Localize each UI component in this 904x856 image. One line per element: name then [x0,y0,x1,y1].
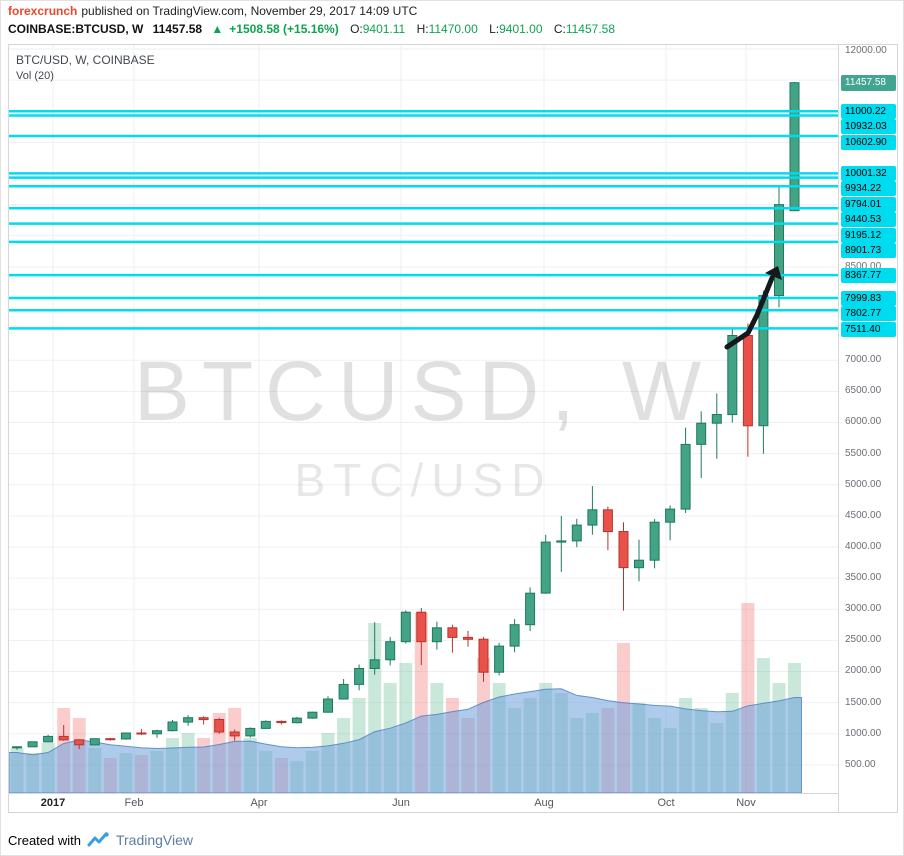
level-price-label: 7802.77 [841,306,896,321]
time-axis[interactable]: 2017 Feb Apr Jun Aug Oct Nov [9,793,897,812]
tradingview-logo-icon[interactable] [87,831,110,849]
high-label: H: [416,22,429,36]
price-plot[interactable] [9,45,838,793]
chart-legend-symbol[interactable]: BTC/USD, W, COINBASE [16,53,155,67]
level-price-label: 10932.03 [841,119,896,135]
time-tick-label: Aug [534,797,554,809]
low-value: 9401.00 [499,22,543,36]
level-price-label: 9440.53 [841,212,896,228]
time-tick-label: 2017 [40,797,66,809]
price-tick-label: 4000.00 [845,540,882,552]
price-tick-label: 2500.00 [845,634,882,646]
level-price-label: 11000.22 [841,103,896,119]
high-value: 11470.00 [428,22,478,36]
credit-author-link[interactable]: forexcrunch [8,4,78,18]
level-price-label: 10602.90 [841,134,896,150]
level-price-label: 9934.22 [841,181,896,197]
last-price-value: 11457.58 [152,22,203,36]
level-price-label: 7999.83 [841,290,896,306]
symbol-name[interactable]: COINBASE:BTCUSD, W [8,22,144,36]
symbol-info-bar: COINBASE:BTCUSD, W 11457.58 ▲ +1508.58 (+… [0,22,904,42]
level-price-label: 7511.40 [841,321,896,337]
level-price-label: 8367.77 [841,267,896,283]
price-tick-label: 3000.00 [845,603,882,615]
trend-arrow-drawing[interactable] [724,266,782,350]
price-tick-label: 3500.00 [845,572,882,584]
price-axis[interactable]: 12000.00 8500.00 7000.00 6500.00 6000.00 5500… [838,45,897,812]
chart-legend-volume[interactable]: Vol (20) [16,70,54,82]
time-tick-label: Feb [124,797,144,809]
price-tick-label: 1000.00 [845,727,882,739]
level-lines-layer[interactable] [9,109,838,330]
price-tick-label: 6500.00 [845,385,882,397]
open-value: 9401.11 [362,22,406,36]
time-tick-label: Oct [657,797,675,809]
price-change: +1508.58 (+15.16%) [229,22,339,36]
price-tick-label: 12000.00 [845,45,887,56]
footer: Created with TradingView [8,828,193,852]
time-tick-label: Apr [250,797,268,809]
price-tick-label: 8500.00 [845,260,882,272]
low-label: L: [489,22,500,36]
close-label: C: [553,22,566,36]
price-tick-label: 7000.00 [845,354,882,366]
credit-bar: forexcrunch published on TradingView.com,… [0,0,904,25]
volume-ma-area [9,688,802,793]
tradingview-link[interactable]: TradingView [115,832,194,848]
candles-layer [12,82,800,750]
price-tick-label: 5500.00 [845,447,882,459]
price-tick-label: 1500.00 [845,696,882,708]
level-price-label: 9794.01 [841,196,896,212]
level-price-label: 10001.32 [841,165,896,181]
price-tick-label: 2000.00 [845,665,882,677]
level-price-label: 8901.73 [841,243,896,259]
credit-text: published on TradingView.com, November 2… [81,4,418,18]
price-tick-label: 500.00 [845,758,876,770]
up-arrow-icon: ▲ [211,22,224,36]
price-tick-label: 4500.00 [845,509,882,521]
time-tick-label: Jun [392,797,410,809]
level-price-label: 9195.12 [841,227,896,243]
close-value: 11457.58 [565,22,616,36]
last-price-label: 11457.58 [841,74,896,91]
open-label: O: [350,22,363,36]
time-tick-label: Nov [736,797,756,809]
created-with-text: Created with [8,832,81,848]
price-tick-label: 5000.00 [845,478,882,490]
price-tick-label: 6000.00 [845,416,882,428]
chart-area[interactable]: BTCUSD, W BTC/USD BTC/USD, W, COINBASE V… [8,44,898,813]
